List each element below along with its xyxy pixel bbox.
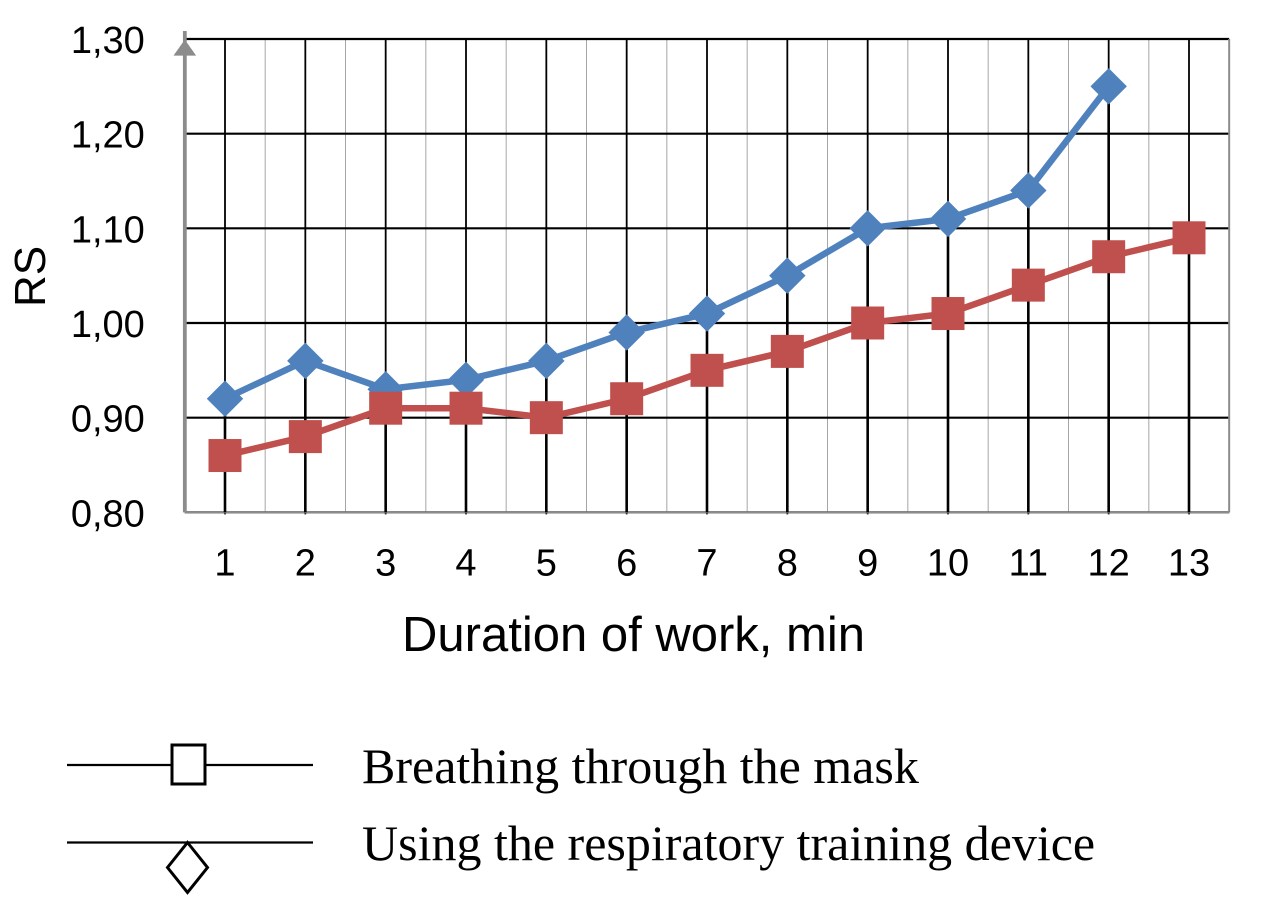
svg-text:2: 2	[295, 542, 316, 584]
svg-text:13: 13	[1168, 542, 1210, 584]
svg-text:7: 7	[696, 542, 717, 584]
svg-text:11: 11	[1009, 542, 1048, 584]
svg-text:9: 9	[857, 542, 878, 584]
svg-text:1: 1	[214, 542, 235, 584]
svg-text:Using the respiratory training: Using the respiratory training device	[362, 815, 1095, 871]
svg-text:6: 6	[616, 542, 637, 584]
svg-text:10: 10	[927, 542, 969, 584]
svg-text:1,00: 1,00	[71, 304, 145, 346]
svg-text:1,10: 1,10	[71, 209, 145, 251]
svg-text:1,30: 1,30	[71, 20, 145, 62]
svg-text:4: 4	[455, 542, 476, 584]
svg-text:Breathing through the mask: Breathing through the mask	[362, 738, 919, 794]
svg-text:5: 5	[536, 542, 557, 584]
svg-text:1,20: 1,20	[71, 115, 145, 157]
svg-text:0,90: 0,90	[71, 399, 145, 441]
svg-text:8: 8	[777, 542, 798, 584]
svg-text:3: 3	[375, 542, 396, 584]
svg-text:12: 12	[1088, 542, 1130, 584]
svg-text:0,80: 0,80	[71, 493, 145, 535]
